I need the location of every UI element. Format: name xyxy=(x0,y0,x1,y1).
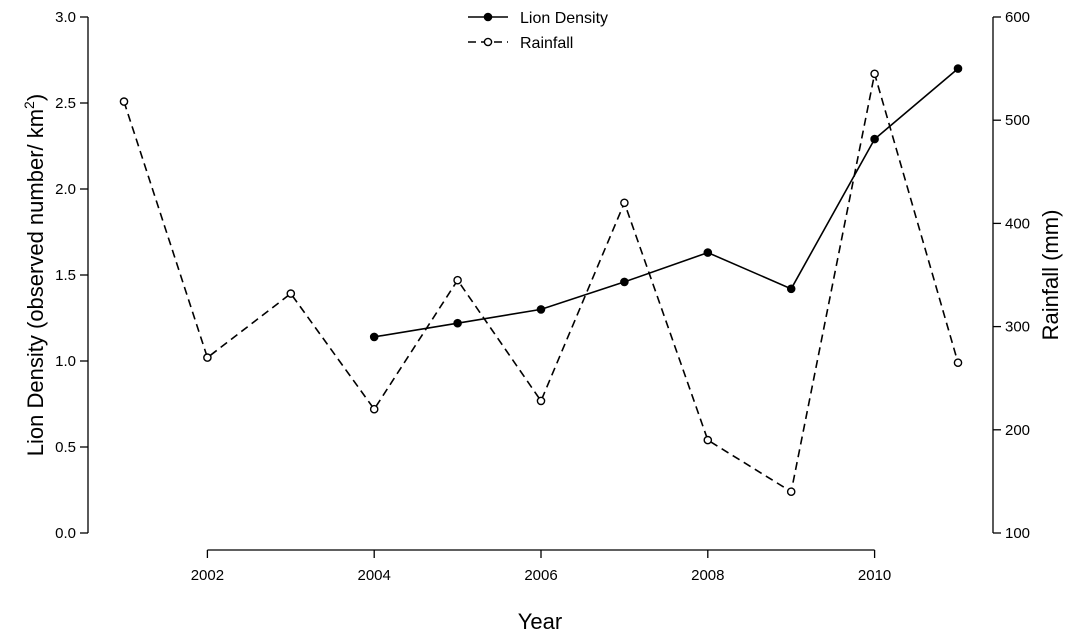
rainfall-point xyxy=(203,353,212,362)
legend-label-lion-density: Lion Density xyxy=(520,10,608,27)
lion-density-point xyxy=(453,318,462,328)
rainfall-point xyxy=(786,487,796,497)
right-tick-label: 400 xyxy=(1005,215,1030,232)
legend-label-rainfall: Rainfall xyxy=(520,35,573,52)
left-tick-label: 0.5 xyxy=(55,439,76,456)
rainfall-series xyxy=(119,69,963,497)
x-tick-label: 2008 xyxy=(691,567,724,584)
left-y-axis: 0.0 0.5 1.0 1.5 2.0 2.5 3.0 xyxy=(55,9,89,542)
left-tick-label: 2.5 xyxy=(55,95,76,112)
right-tick-label: 500 xyxy=(1005,112,1030,129)
right-tick-label: 100 xyxy=(1005,525,1030,542)
x-tick-label: 2002 xyxy=(191,567,224,584)
left-tick-label: 3.0 xyxy=(55,9,76,26)
rainfall-point xyxy=(369,404,379,414)
x-tick-label: 2010 xyxy=(858,567,891,584)
left-tick-label: 1.5 xyxy=(55,267,76,284)
rainfall-point xyxy=(620,198,629,208)
left-tick-label: 0.0 xyxy=(55,525,76,542)
x-tick-label: 2006 xyxy=(524,567,557,584)
right-y-axis: 100 200 300 400 500 600 xyxy=(992,9,1030,542)
lion-density-point xyxy=(620,277,629,287)
rainfall-point xyxy=(870,69,879,79)
lion-density-point xyxy=(536,305,546,314)
rainfall-line xyxy=(123,73,959,493)
rainfall-point xyxy=(286,289,296,298)
rainfall-point xyxy=(703,435,713,445)
y2-axis-title: Rainfall (mm) xyxy=(1038,210,1063,341)
y-axis-title: Lion Density (observed number/ km2) xyxy=(21,94,48,456)
series-layer xyxy=(119,64,963,497)
left-tick-label: 1.0 xyxy=(55,353,76,370)
rainfall-point xyxy=(536,396,546,406)
lion-density-point xyxy=(953,64,963,73)
right-tick-label: 200 xyxy=(1005,422,1030,439)
x-axis-title: Year xyxy=(518,609,562,634)
x-tick-label: 2004 xyxy=(358,567,391,584)
left-tick-label: 2.0 xyxy=(55,181,76,198)
right-tick-label: 300 xyxy=(1005,319,1030,336)
lion-density-line xyxy=(374,67,959,338)
lion-density-point xyxy=(870,134,879,144)
lion-density-series xyxy=(369,64,963,342)
rainfall-point xyxy=(453,275,462,285)
lion-density-point xyxy=(786,284,796,294)
rainfall-point xyxy=(119,97,129,106)
x-axis: 2002 2004 2006 2008 2010 xyxy=(191,549,891,584)
rainfall-point xyxy=(953,358,963,368)
right-tick-label: 600 xyxy=(1005,9,1030,26)
lion-density-point xyxy=(369,332,379,342)
legend: Lion Density Rainfall xyxy=(468,10,608,52)
legend-marker-lion-density xyxy=(483,12,493,22)
legend-marker-rainfall xyxy=(483,37,493,47)
lion-density-point xyxy=(703,248,713,257)
